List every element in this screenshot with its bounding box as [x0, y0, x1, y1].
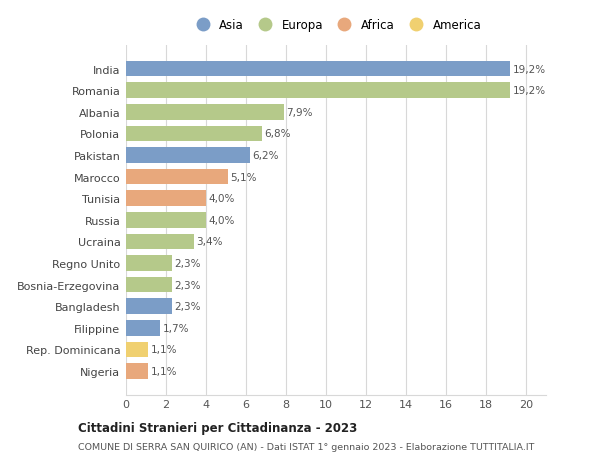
Bar	[126, 256, 172, 271]
Legend: Asia, Europa, Africa, America: Asia, Europa, Africa, America	[188, 17, 484, 34]
Text: 1,1%: 1,1%	[151, 345, 177, 354]
Bar	[126, 277, 172, 293]
Bar	[126, 169, 228, 185]
Bar	[126, 148, 250, 163]
Text: COMUNE DI SERRA SAN QUIRICO (AN) - Dati ISTAT 1° gennaio 2023 - Elaborazione TUT: COMUNE DI SERRA SAN QUIRICO (AN) - Dati …	[78, 442, 535, 451]
Text: 5,1%: 5,1%	[230, 172, 257, 182]
Text: 2,3%: 2,3%	[175, 302, 201, 312]
Bar	[126, 126, 262, 142]
Text: 1,7%: 1,7%	[163, 323, 189, 333]
Bar	[126, 234, 194, 250]
Text: 7,9%: 7,9%	[286, 107, 313, 118]
Text: 2,3%: 2,3%	[175, 280, 201, 290]
Text: 4,0%: 4,0%	[208, 194, 235, 204]
Bar	[126, 213, 206, 228]
Text: 19,2%: 19,2%	[512, 86, 545, 96]
Bar	[126, 105, 284, 120]
Text: 6,2%: 6,2%	[253, 151, 279, 161]
Text: 3,4%: 3,4%	[196, 237, 223, 247]
Text: 4,0%: 4,0%	[208, 215, 235, 225]
Text: Cittadini Stranieri per Cittadinanza - 2023: Cittadini Stranieri per Cittadinanza - 2…	[78, 421, 357, 434]
Text: 2,3%: 2,3%	[175, 258, 201, 269]
Bar	[126, 342, 148, 358]
Text: 6,8%: 6,8%	[265, 129, 291, 139]
Bar	[126, 320, 160, 336]
Bar	[126, 62, 510, 77]
Bar	[126, 299, 172, 314]
Text: 19,2%: 19,2%	[512, 65, 545, 74]
Bar	[126, 364, 148, 379]
Bar	[126, 191, 206, 207]
Text: 1,1%: 1,1%	[151, 366, 177, 376]
Bar	[126, 83, 510, 99]
